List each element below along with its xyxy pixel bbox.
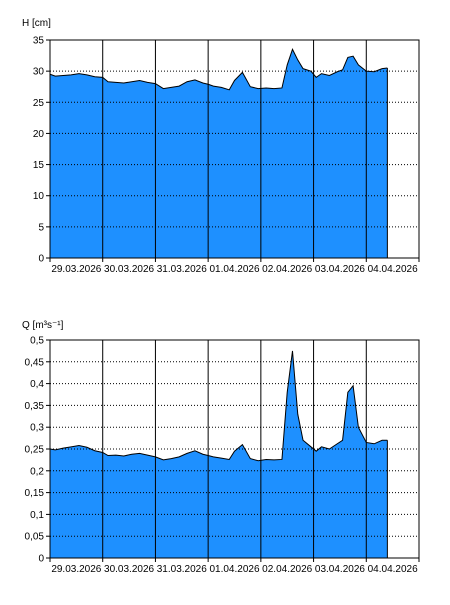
discharge-chart: 0 0,05 0,1 0,15 0,2 0,25 0,3 0,35 0,4 0,45 0,5 29.0…	[22, 320, 420, 575]
y-tick-label: 0	[38, 554, 44, 565]
y-tick-label: 0,3	[30, 423, 44, 434]
x-tick-label: 29.03.2026	[51, 264, 101, 275]
plot-frame	[49, 39, 420, 259]
y-tick-label: 0	[38, 254, 44, 265]
y-tick-label: 5	[38, 222, 44, 233]
x-tick-label: 02.04.2026	[262, 564, 312, 575]
x-tick-label: 01.04.2026	[209, 264, 259, 275]
series-line	[49, 48, 388, 91]
series-area	[50, 350, 388, 558]
x-tick-label: 01.04.2026	[209, 564, 259, 575]
x-tick-label: 29.03.2026	[51, 564, 101, 575]
y-tick-label: 20	[33, 129, 45, 140]
series-area	[50, 49, 388, 259]
x-tick-label: 04.04.2026	[368, 264, 418, 275]
x-tick-label: 03.04.2026	[315, 264, 365, 275]
x-tick-label: 31.03.2026	[157, 264, 207, 275]
y-tick-label: 0,45	[25, 357, 45, 368]
y-tick-label: 25	[33, 98, 45, 109]
series-line	[49, 350, 388, 462]
y-axis-label: Q [m³s⁻¹]	[22, 320, 64, 331]
y-tick-label: 0,2	[30, 466, 44, 477]
plot-frame	[49, 339, 420, 559]
y-tick-label: 10	[33, 191, 45, 202]
x-tick-label: 31.03.2026	[157, 564, 207, 575]
y-tick-label: 35	[33, 36, 45, 47]
y-tick-label: 0,5	[30, 336, 44, 347]
y-tick-label: 0,1	[30, 510, 44, 521]
x-tick-label: 30.03.2026	[104, 264, 154, 275]
y-tick-label: 30	[33, 67, 45, 78]
y-tick-label: 15	[33, 160, 45, 171]
y-tick-label: 0,4	[30, 379, 44, 390]
water-level-chart: 0 5 10 15 20 25 30 35 29.03.2026 30.03.2026 31.03.…	[22, 18, 420, 275]
x-tick-label: 03.04.2026	[315, 564, 365, 575]
y-tick-label: 0,35	[25, 401, 45, 412]
x-tick-label: 30.03.2026	[104, 564, 154, 575]
y-tick-label: 0,25	[25, 445, 45, 456]
y-tick-label: 0,05	[25, 532, 45, 543]
x-tick-label: 04.04.2026	[368, 564, 418, 575]
x-tick-label: 02.04.2026	[262, 264, 312, 275]
y-axis-label: H [cm]	[22, 18, 51, 29]
y-tick-label: 0,15	[25, 488, 45, 499]
